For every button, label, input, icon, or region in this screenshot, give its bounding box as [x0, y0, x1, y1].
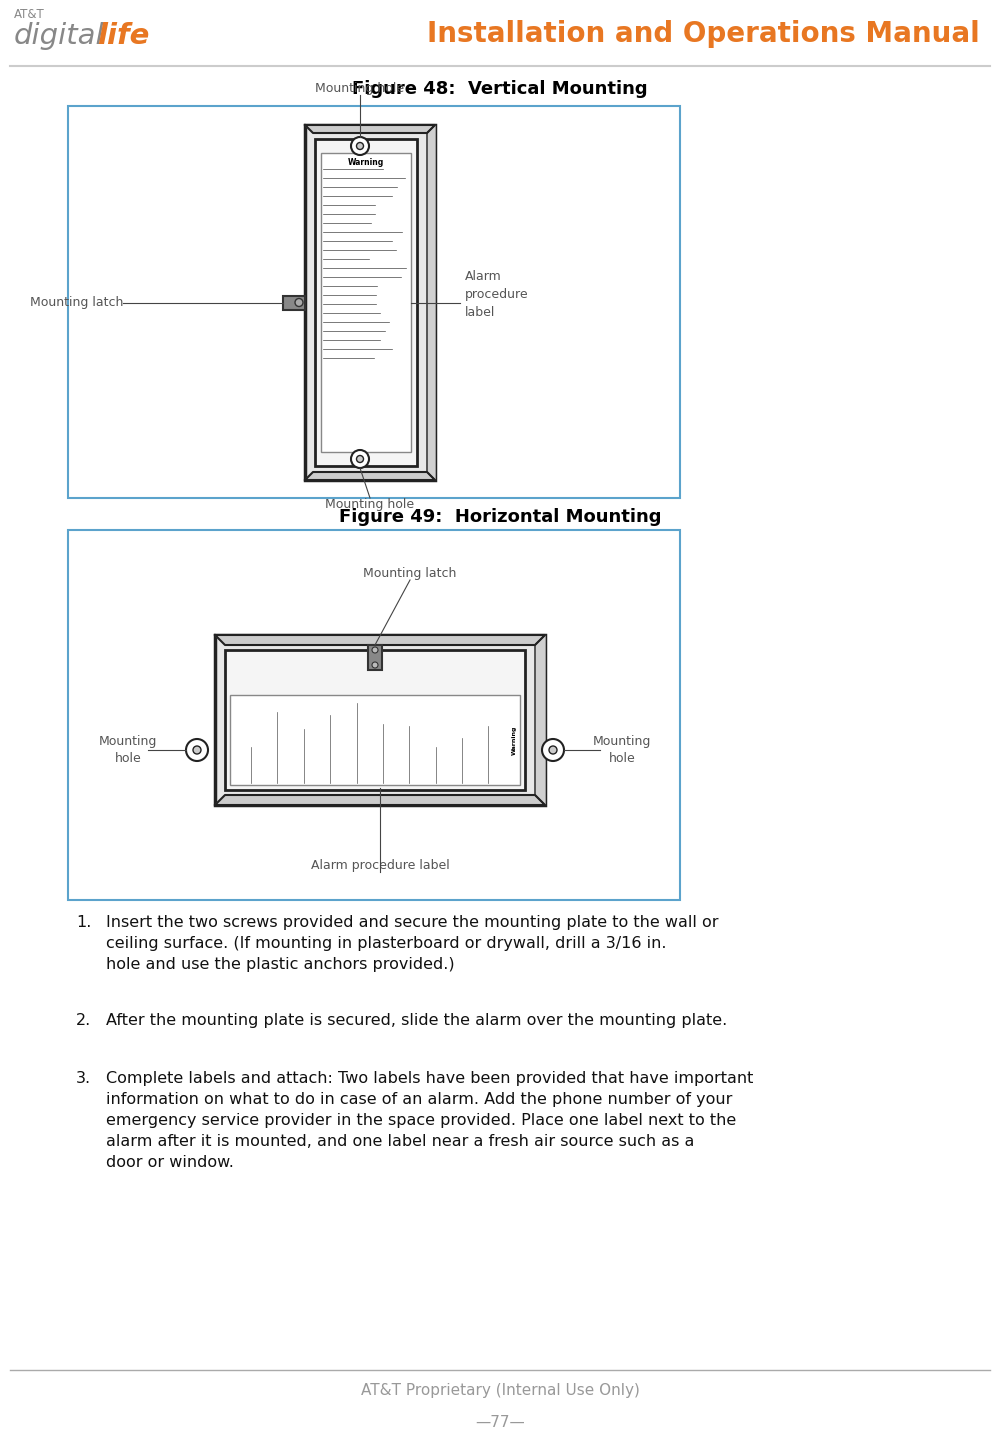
- Text: 3.: 3.: [76, 1071, 91, 1087]
- Circle shape: [356, 456, 364, 463]
- Text: Figure 48:  Vertical Mounting: Figure 48: Vertical Mounting: [352, 79, 648, 98]
- Bar: [321, 153, 411, 452]
- Text: Mounting hole: Mounting hole: [325, 498, 415, 511]
- Bar: [368, 645, 382, 670]
- Circle shape: [186, 739, 208, 760]
- Polygon shape: [215, 635, 545, 645]
- Text: Mounting
hole: Mounting hole: [99, 734, 157, 765]
- Text: 2.: 2.: [76, 1013, 91, 1027]
- Polygon shape: [427, 126, 435, 481]
- Polygon shape: [535, 635, 545, 805]
- Bar: [283, 296, 305, 309]
- Polygon shape: [305, 126, 435, 133]
- Text: Insert the two screws provided and secure the mounting plate to the wall or
ceil: Insert the two screws provided and secur…: [106, 915, 718, 973]
- Text: After the mounting plate is secured, slide the alarm over the mounting plate.: After the mounting plate is secured, sli…: [106, 1013, 727, 1027]
- Text: Alarm procedure label: Alarm procedure label: [311, 859, 449, 872]
- Circle shape: [372, 646, 378, 654]
- Bar: [225, 649, 525, 789]
- Text: Mounting
hole: Mounting hole: [593, 734, 651, 765]
- Circle shape: [295, 299, 303, 306]
- Circle shape: [351, 137, 369, 154]
- Text: Figure 49:  Horizontal Mounting: Figure 49: Horizontal Mounting: [339, 508, 661, 527]
- Bar: [230, 696, 520, 785]
- Circle shape: [542, 739, 564, 760]
- Circle shape: [351, 450, 369, 468]
- Polygon shape: [215, 795, 545, 805]
- Polygon shape: [305, 472, 435, 481]
- Text: Mounting hole: Mounting hole: [315, 82, 405, 95]
- Bar: [315, 139, 417, 466]
- Circle shape: [356, 143, 364, 150]
- Circle shape: [193, 746, 201, 755]
- Circle shape: [549, 746, 557, 755]
- Bar: [68, 105, 680, 498]
- Bar: [68, 530, 680, 900]
- Text: Mounting latch: Mounting latch: [363, 567, 457, 580]
- Bar: [305, 126, 435, 481]
- Text: Warning: Warning: [348, 157, 384, 167]
- Text: digital: digital: [14, 22, 105, 51]
- Text: Warning: Warning: [512, 726, 517, 755]
- Text: —77—: —77—: [475, 1416, 525, 1430]
- Text: Mounting latch: Mounting latch: [30, 296, 123, 309]
- Text: AT&T Proprietary (Internal Use Only): AT&T Proprietary (Internal Use Only): [361, 1382, 639, 1398]
- Text: Alarm
procedure
label: Alarm procedure label: [465, 270, 529, 319]
- Text: life: life: [97, 22, 149, 51]
- Text: AT&T: AT&T: [14, 9, 45, 22]
- Circle shape: [372, 662, 378, 668]
- Text: 1.: 1.: [76, 915, 91, 929]
- Text: Complete labels and attach: Two labels have been provided that have important
in: Complete labels and attach: Two labels h…: [106, 1071, 753, 1170]
- Bar: [215, 635, 545, 805]
- Text: Installation and Operations Manual: Installation and Operations Manual: [427, 20, 980, 48]
